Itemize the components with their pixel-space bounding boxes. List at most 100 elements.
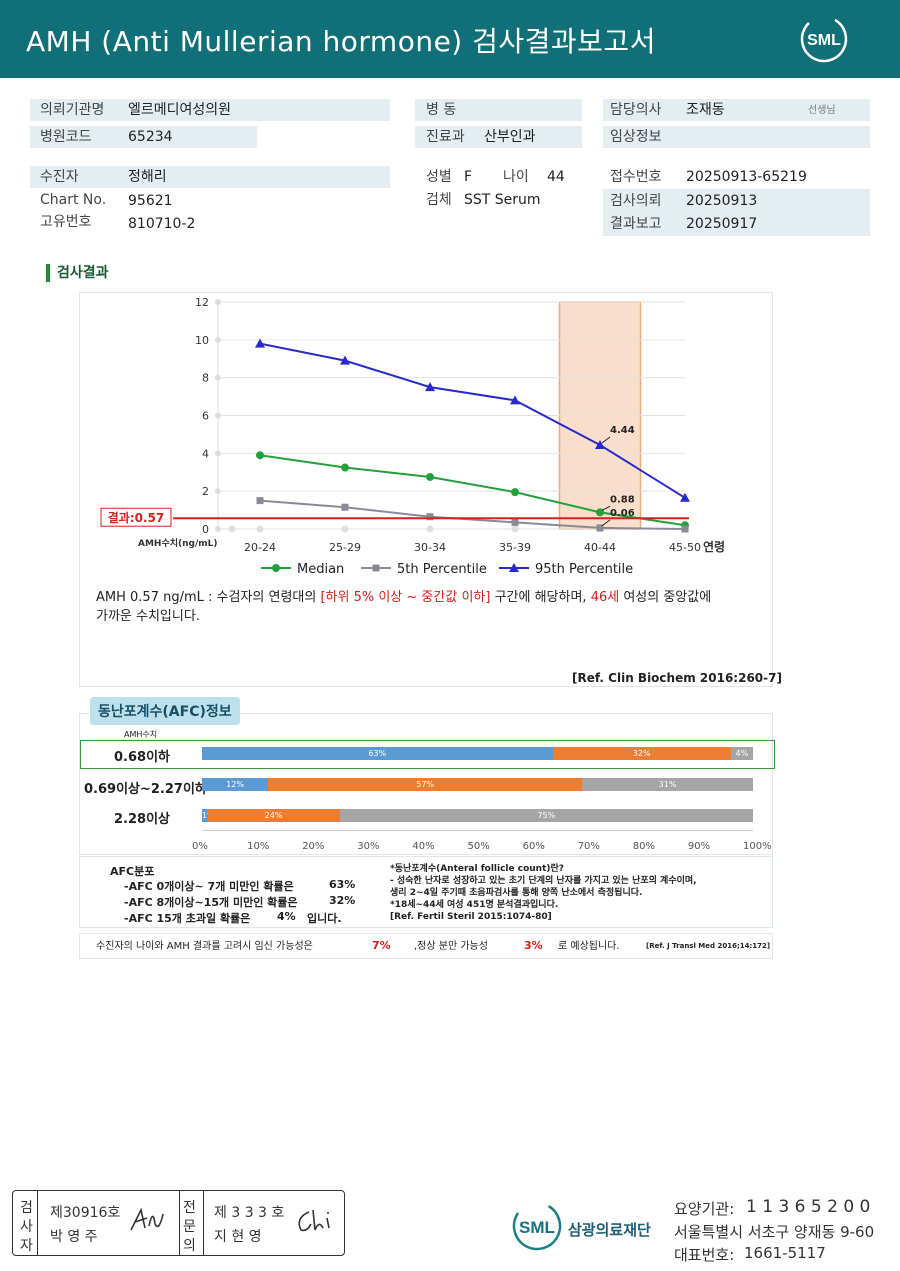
- afc-bar: 12% 57% 31%: [202, 778, 753, 791]
- afc-axis-tick: 100%: [743, 841, 772, 852]
- afc-highlight-row: [80, 740, 775, 769]
- afc-dist-title: AFC분포: [110, 865, 155, 878]
- summary-text: 수진자의 나이와 AMH 결과를 고려시 임신 가능성은: [96, 941, 313, 952]
- x-tick-dot: [228, 525, 236, 533]
- annotation-label: 4.44: [610, 425, 635, 436]
- legend-marker: [272, 564, 280, 572]
- afc-dist-panel: [79, 856, 773, 928]
- receipt-label: 접수번호: [610, 169, 662, 185]
- specimen-label: 검체: [426, 192, 452, 208]
- y-tick-label: 10: [195, 334, 209, 347]
- footer-char: 의: [183, 1238, 196, 1254]
- afc-dist-pct: 32%: [329, 894, 356, 907]
- data-point: [425, 382, 435, 392]
- signature-icon: [130, 1207, 164, 1231]
- institution-value: 엘르메디여성의원: [128, 102, 232, 118]
- summary-panel: [79, 933, 773, 959]
- afc-column-label: AMH수치: [124, 730, 158, 739]
- afc-axis-tick: 30%: [357, 841, 380, 852]
- afc-desc: *18세~44세 여성 451명 분석결과입니다.: [390, 900, 559, 910]
- afc-dist-line: -AFC 0개이상~ 7개 미만인 확률은: [124, 880, 294, 893]
- age-label: 나이: [503, 169, 529, 185]
- ward-label: 병 동: [426, 102, 457, 118]
- x-axis-label: 연령: [703, 539, 725, 554]
- afc-seg-gray: 31%: [582, 778, 753, 791]
- annotation-leader: [601, 436, 611, 444]
- report-label: 결과보고: [610, 216, 662, 232]
- afc-axis-tick: 80%: [632, 841, 656, 852]
- result-text-line2: 가까운 수치입니다.: [96, 609, 200, 624]
- data-point: [256, 451, 264, 460]
- org-name: 삼광의료재단: [568, 1221, 651, 1239]
- chart-panel: [79, 292, 773, 687]
- data-point: [426, 513, 434, 521]
- dept-label: 진료과: [426, 129, 465, 145]
- data-point: [256, 497, 264, 505]
- sex-label: 성별: [426, 169, 452, 185]
- specimen-value: SST Serum: [464, 192, 541, 208]
- footer-char: 사: [20, 1219, 33, 1235]
- y-tick-label: 0: [202, 523, 209, 536]
- clinical-label: 임상정보: [610, 129, 662, 145]
- afc-row-label: 0.69이상~2.27이하: [84, 782, 207, 797]
- receipt-value: 20250913-65219: [686, 169, 807, 185]
- legend-label: Median: [297, 562, 344, 577]
- pregnancy-pct: 7%: [372, 939, 391, 952]
- afc-axis-tick: 90%: [687, 841, 711, 852]
- footer-char: 자: [20, 1238, 33, 1254]
- x-tick-dot: [511, 525, 519, 533]
- svg-text:SML: SML: [519, 1218, 555, 1237]
- sml-logo-icon: SML: [512, 1201, 562, 1251]
- afc-bar: 1% 24% 75%: [202, 809, 753, 822]
- data-point: [511, 518, 519, 526]
- hospital-code-label: 병원코드: [40, 129, 92, 145]
- inspector-name: 박 영 주: [50, 1229, 98, 1245]
- legend-marker: [509, 563, 519, 572]
- summary-text: 로 예상됩니다.: [558, 941, 620, 952]
- data-point: [255, 338, 265, 348]
- report-header: AMH (Anti Mullerian hormone) 검사결과보고서 SML: [0, 0, 900, 78]
- annotation-leader: [601, 505, 611, 511]
- afc-seg-orange: 32%: [552, 747, 731, 760]
- afc-seg-blue: 63%: [202, 747, 553, 760]
- afc-desc: [Ref. Fertil Steril 2015:1074-80]: [390, 912, 552, 922]
- code-label: 요양기관:: [674, 1200, 735, 1218]
- id-label: 고유번호: [40, 214, 92, 230]
- afc-axis-line: [202, 830, 753, 831]
- afc-axis-tick: 60%: [522, 841, 545, 852]
- afc-desc: - 성숙한 난자로 성장하고 있는 초기 단계의 난자를 가지고 있는 난포의 …: [390, 876, 697, 886]
- afc-seg-orange: 24%: [207, 809, 340, 822]
- report-title: AMH (Anti Mullerian hormone) 검사결과보고서: [26, 25, 656, 58]
- data-point: [341, 463, 349, 472]
- dept-value: 산부인과: [484, 129, 536, 145]
- legend-label: 5th Percentile: [397, 562, 487, 577]
- y-tick-label: 2: [202, 485, 209, 498]
- data-point: [341, 503, 349, 511]
- afc-axis-tick: 50%: [467, 841, 490, 852]
- afc-row-label: 0.68이하: [114, 750, 170, 765]
- afc-seg-blue: 12%: [202, 778, 269, 791]
- x-tick-dot: [426, 525, 434, 533]
- inspector-number: 제30916호: [50, 1205, 121, 1221]
- request-label: 검사의뢰: [610, 193, 662, 209]
- sex-value: F: [464, 169, 473, 185]
- x-tick-dot: [256, 525, 264, 533]
- x-tick-label: 20-24: [244, 541, 276, 554]
- afc-seg-orange: 57%: [268, 778, 583, 791]
- id-value: 810710-2: [128, 216, 196, 232]
- afc-axis-tick: 70%: [577, 841, 600, 852]
- report-value: 20250917: [686, 216, 758, 232]
- y-tick-label: 8: [202, 372, 209, 385]
- afc-desc: 생리 2~4일 주기때 초음파검사를 통해 양쪽 난소에서 측정됩니다.: [390, 888, 643, 898]
- specialist-number: 제 3 3 3 호: [214, 1205, 285, 1221]
- specialist-name: 지 현 영: [214, 1229, 262, 1245]
- address: 서울특별시 서초구 양재동 9-60: [674, 1223, 875, 1241]
- afc-axis-tick: 10%: [247, 841, 270, 852]
- chart-reference: [Ref. Clin Biochem 2016:260-7]: [572, 671, 782, 685]
- doctor-label: 담당의사: [610, 102, 662, 118]
- data-point: [340, 355, 350, 365]
- afc-seg-gray: 4%: [730, 747, 753, 760]
- section-title: 검사결과: [46, 264, 109, 282]
- series-line: [259, 454, 686, 527]
- summary-reference: [Ref. J Transl Med 2016;14:172]: [646, 942, 771, 950]
